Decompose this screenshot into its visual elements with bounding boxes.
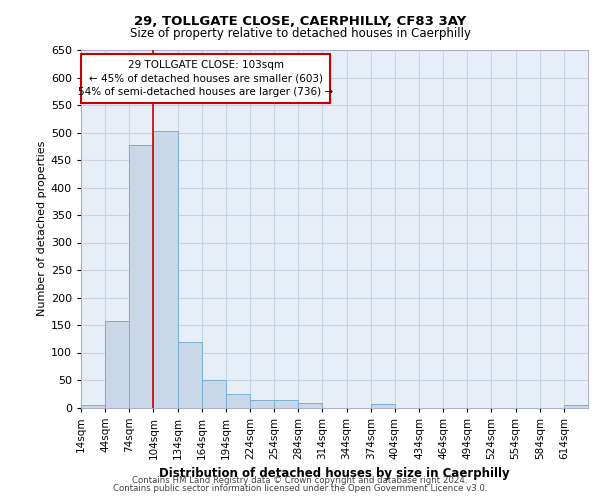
Y-axis label: Number of detached properties: Number of detached properties (37, 141, 47, 316)
Bar (105, 320, 129, 408)
Bar (371, 404, 395, 407)
X-axis label: Distribution of detached houses by size in Caerphilly: Distribution of detached houses by size … (159, 467, 510, 480)
Text: 29, TOLLGATE CLOSE, CAERPHILLY, CF83 3AY: 29, TOLLGATE CLOSE, CAERPHILLY, CF83 3AY (134, 15, 466, 28)
Text: Contains HM Land Registry data © Crown copyright and database right 2024.: Contains HM Land Registry data © Crown c… (132, 476, 468, 485)
Bar (226, 394, 250, 407)
Bar (129, 144, 154, 408)
Bar (250, 400, 274, 407)
Bar (202, 380, 226, 407)
Bar (81, 54, 331, 104)
Text: ← 45% of detached houses are smaller (603): ← 45% of detached houses are smaller (60… (89, 74, 323, 84)
Text: 29 TOLLGATE CLOSE: 103sqm: 29 TOLLGATE CLOSE: 103sqm (128, 60, 284, 70)
Text: Contains public sector information licensed under the Open Government Licence v3: Contains public sector information licen… (113, 484, 487, 493)
Bar (81, 405, 105, 407)
Bar (274, 400, 298, 407)
Bar (178, 342, 202, 407)
Bar (154, 131, 178, 407)
Text: Size of property relative to detached houses in Caerphilly: Size of property relative to detached ho… (130, 28, 470, 40)
Bar (298, 402, 322, 407)
Text: 54% of semi-detached houses are larger (736) →: 54% of semi-detached houses are larger (… (78, 88, 334, 98)
Bar (564, 405, 588, 407)
